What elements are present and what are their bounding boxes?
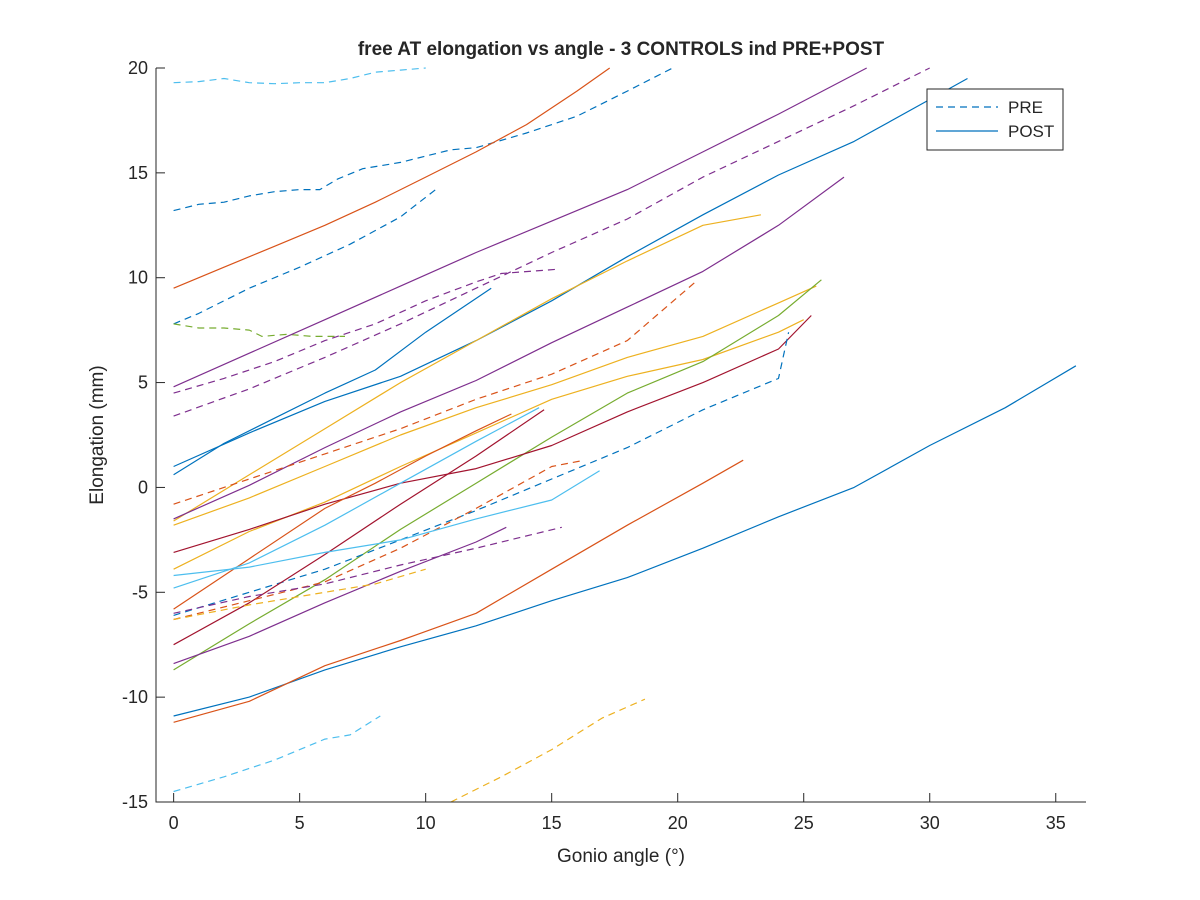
series-line-19 — [173, 413, 512, 610]
series-line-14 — [173, 279, 699, 505]
series-line-24 — [173, 526, 507, 665]
series-line-11 — [173, 214, 762, 522]
series-line-25 — [173, 526, 562, 614]
series-line-3 — [173, 67, 611, 289]
legend-label-pre: PRE — [1008, 98, 1043, 117]
y-axis-label: Elongation (mm) — [87, 365, 108, 504]
series-layer — [173, 67, 1077, 803]
legend: PRE POST — [926, 88, 1064, 151]
y-tick-label: 15 — [128, 163, 148, 183]
series-line-12 — [173, 176, 845, 520]
x-axis-label: Gonio angle (°) — [557, 846, 685, 867]
x-tick-label: 35 — [1046, 813, 1066, 833]
y-tick-label: 10 — [128, 268, 148, 288]
x-tick-label: 5 — [295, 813, 305, 833]
series-line-21 — [173, 407, 540, 589]
series-line-18 — [173, 332, 790, 616]
y-tick-label: -10 — [122, 687, 148, 707]
series-line-1 — [173, 67, 426, 85]
x-tick-label: 15 — [542, 813, 562, 833]
series-line-30 — [450, 698, 646, 803]
series-line-28 — [173, 459, 744, 723]
x-tick-label: 25 — [794, 813, 814, 833]
series-line-6 — [173, 67, 867, 388]
chart-title: free AT elongation vs angle - 3 CONTROLS… — [358, 39, 885, 60]
series-line-8 — [173, 67, 930, 417]
y-tick-label: -15 — [122, 792, 148, 812]
series-line-5 — [173, 323, 345, 337]
x-tick-label: 20 — [668, 813, 688, 833]
series-line-17 — [173, 315, 812, 553]
series-line-26 — [173, 568, 426, 621]
series-line-13 — [173, 285, 817, 526]
series-line-22 — [173, 459, 585, 621]
series-line-9 — [173, 77, 968, 468]
y-tick-label: 0 — [138, 477, 148, 497]
series-line-10 — [173, 287, 492, 476]
y-tick-label: -5 — [132, 582, 148, 602]
series-line-29 — [173, 715, 381, 793]
y-tick-label: 20 — [128, 58, 148, 78]
x-tick-label: 30 — [920, 813, 940, 833]
series-line-27 — [173, 365, 1077, 717]
x-ticks: 0 5 10 15 20 25 30 35 — [169, 793, 1066, 833]
y-ticks: -15 -10 -5 0 5 10 15 20 — [122, 58, 165, 812]
legend-label-post: POST — [1008, 122, 1054, 141]
series-line-20 — [173, 409, 545, 646]
x-tick-label: 10 — [416, 813, 436, 833]
series-line-7 — [173, 268, 557, 394]
series-line-4 — [173, 187, 439, 325]
series-line-2 — [173, 67, 673, 212]
y-tick-label: 5 — [138, 373, 148, 393]
legend-box — [926, 88, 1064, 151]
series-line-16 — [173, 279, 822, 671]
x-tick-label: 0 — [169, 813, 179, 833]
series-line-23 — [173, 470, 600, 577]
plot-area — [156, 68, 1086, 802]
